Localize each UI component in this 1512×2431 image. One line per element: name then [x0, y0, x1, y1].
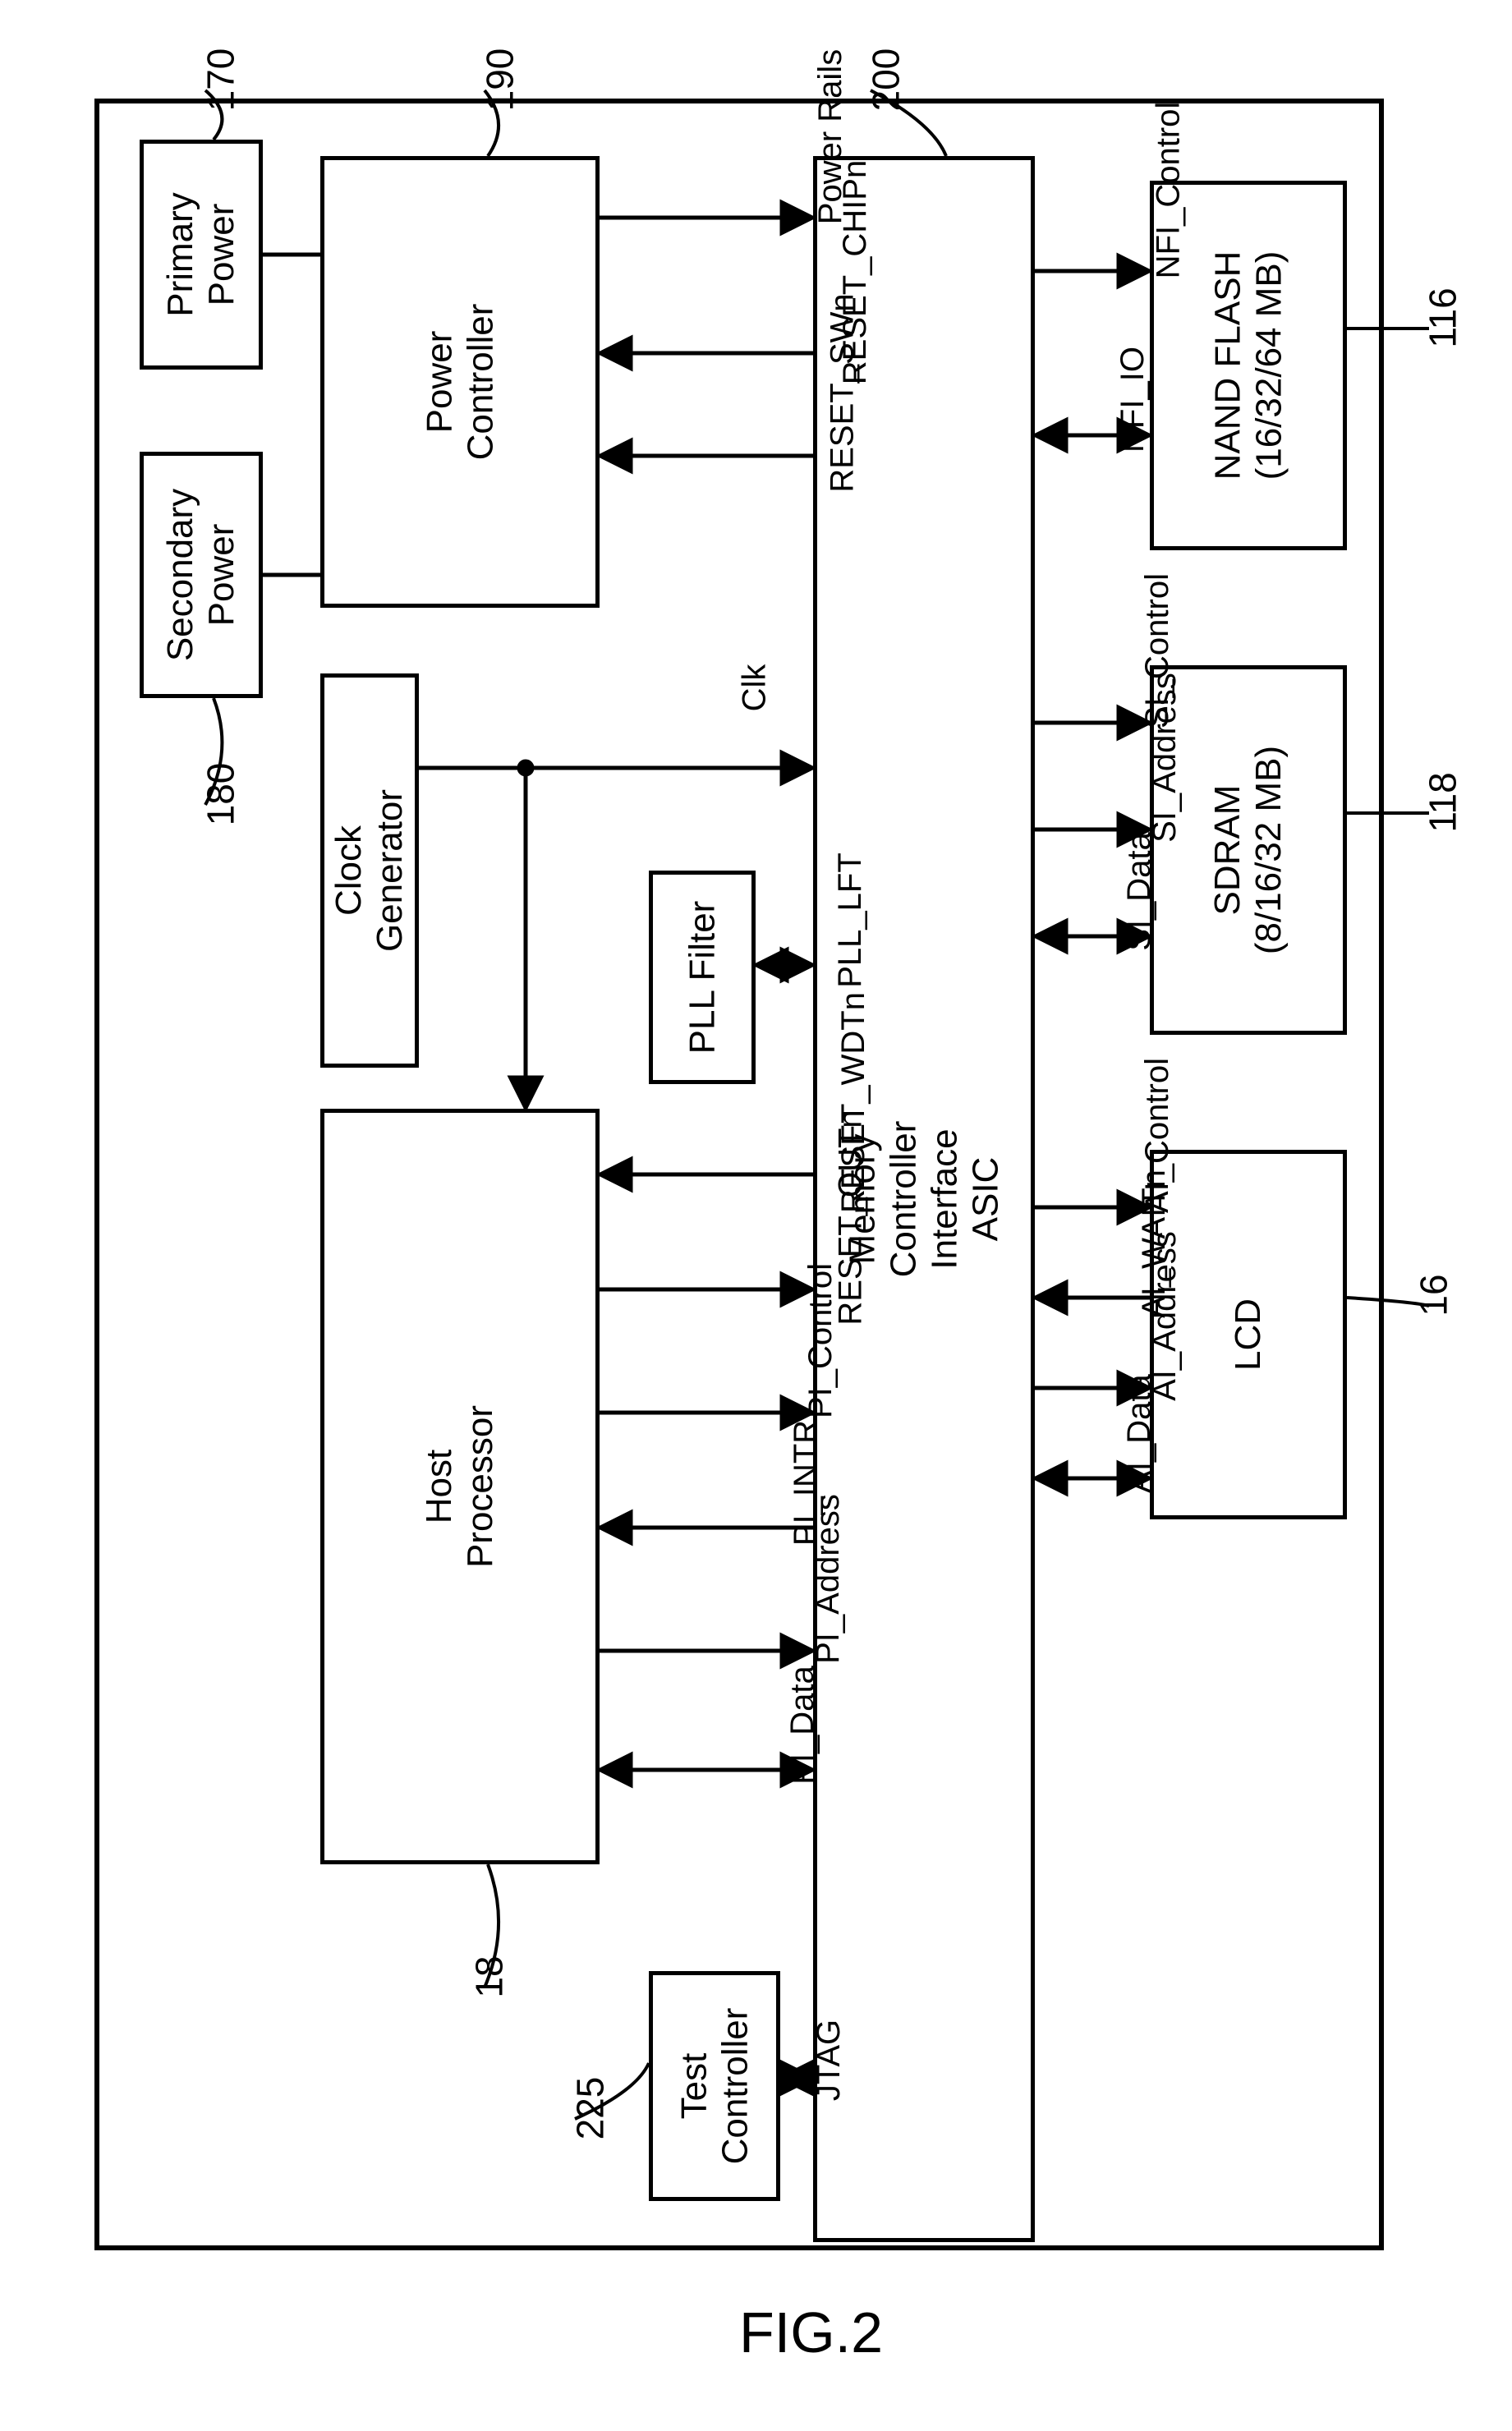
block-label: LCD: [1228, 1298, 1269, 1371]
block-host-processor: HostProcessor: [320, 1109, 600, 1864]
block-label: HostProcessor: [419, 1405, 501, 1568]
block-secondary-power: SecondaryPower: [140, 452, 263, 698]
signal-AI_Data: AI_Data: [1121, 1374, 1158, 1493]
signal-PLL_LFT: PLL_LFT: [831, 852, 868, 988]
signal-RESET_SWn: RESET_SWn: [825, 293, 862, 492]
block-label: SDRAM(8/16/32 MB): [1207, 746, 1289, 954]
block-pll-filter: PLL Filter: [649, 871, 756, 1084]
figure-label: FIG.2: [739, 2300, 883, 2365]
ref-secondary_power: 180: [198, 763, 242, 826]
signal-JTAG: JTAG: [811, 2020, 848, 2101]
ref-host_processor: 18: [467, 1955, 512, 1997]
ref-nand_flash: 116: [1421, 287, 1465, 347]
block-clock-generator: ClockGenerator: [320, 673, 419, 1068]
ref-lcd: 16: [1412, 1274, 1456, 1316]
block-label: NAND FLASH(16/32/64 MB): [1207, 251, 1289, 480]
signal-NFI_IO: NFI_IO: [1114, 347, 1151, 453]
block-label: TestController: [673, 2008, 756, 2165]
block-power-controller: PowerController: [320, 156, 600, 608]
signal-SI_Data: SI_Data: [1121, 832, 1158, 951]
signal-PI_Data: PI_Data: [784, 1666, 821, 1785]
ref-asic: 200: [863, 48, 908, 112]
diagram-canvas: PrimaryPower SecondaryPower PowerControl…: [0, 0, 1512, 2431]
block-primary-power: PrimaryPower: [140, 140, 263, 370]
block-test-controller: TestController: [649, 1971, 780, 2201]
ref-power_controller: 190: [477, 48, 522, 112]
ref-primary_power: 170: [198, 48, 242, 112]
ref-sdram: 118: [1421, 772, 1465, 832]
signal-PI_Control: PI_Control: [802, 1263, 839, 1418]
block-label: PrimaryPower: [160, 192, 242, 317]
signal-Clk: Clk: [736, 664, 773, 712]
block-label: ClockGenerator: [329, 789, 411, 952]
block-label: PowerController: [419, 304, 501, 461]
block-label: SecondaryPower: [160, 489, 242, 661]
signal-PI_Address: PI_Address: [810, 1494, 847, 1664]
block-label: PLL Filter: [682, 901, 723, 1055]
signal-SI_Address: SI_Address: [1147, 673, 1183, 843]
ref-test_controller: 225: [568, 2077, 612, 2140]
signal-NFI_Control: NFI_Control: [1150, 102, 1187, 279]
